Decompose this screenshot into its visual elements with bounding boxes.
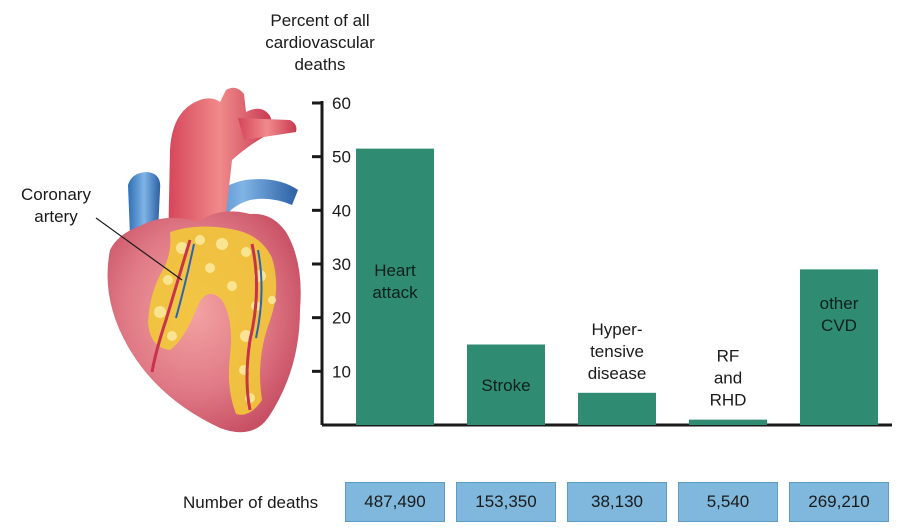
- death-count-0: 487,490: [345, 482, 445, 522]
- bar-label-4-line-1: CVD: [821, 316, 857, 335]
- number-of-deaths-label: Number of deaths: [183, 493, 319, 512]
- y-axis-label-line-2: cardiovascular: [265, 33, 375, 52]
- death-count-3: 5,540: [678, 482, 778, 522]
- bar-label-1-line-0: Stroke: [481, 376, 530, 395]
- coronary-artery-callout: Coronary artery: [0, 184, 112, 228]
- death-count-4: 269,210: [789, 482, 889, 522]
- bar-label-3-line-2: RHD: [710, 391, 747, 410]
- bar-label-4-line-0: other: [820, 294, 859, 313]
- y-tick-label-30: 30: [332, 255, 351, 274]
- bar-0: [356, 148, 434, 425]
- y-tick-label-20: 20: [332, 309, 351, 328]
- y-tick-label-10: 10: [332, 362, 351, 381]
- y-axis-label-line-1: Percent of all: [270, 11, 370, 30]
- bar-1: [467, 344, 545, 425]
- death-count-2: 38,130: [567, 482, 667, 522]
- bar-label-0-line-0: Heart: [374, 261, 416, 280]
- death-count-1: 153,350: [456, 482, 556, 522]
- callout-line-2: artery: [34, 207, 78, 226]
- y-axis-label-line-3: deaths: [294, 55, 346, 74]
- y-tick-label-60: 60: [332, 94, 351, 113]
- callout-line-1: Coronary: [21, 185, 91, 204]
- bar-2: [578, 392, 656, 425]
- bar-label-2-line-2: disease: [588, 364, 647, 383]
- bar-label-3-line-1: and: [714, 369, 742, 388]
- bar-label-2-line-1: tensive: [590, 342, 644, 361]
- y-tick-label-50: 50: [332, 148, 351, 167]
- y-tick-label-40: 40: [332, 201, 351, 220]
- bar-label-2-line-0: Hyper-: [591, 320, 642, 339]
- bar-label-0-line-1: attack: [372, 283, 418, 302]
- bar-3: [689, 419, 767, 425]
- bar-4: [800, 269, 878, 425]
- y-axis-label: Percent of all cardiovascular deaths: [240, 10, 400, 76]
- bar-label-3-line-0: RF: [717, 347, 740, 366]
